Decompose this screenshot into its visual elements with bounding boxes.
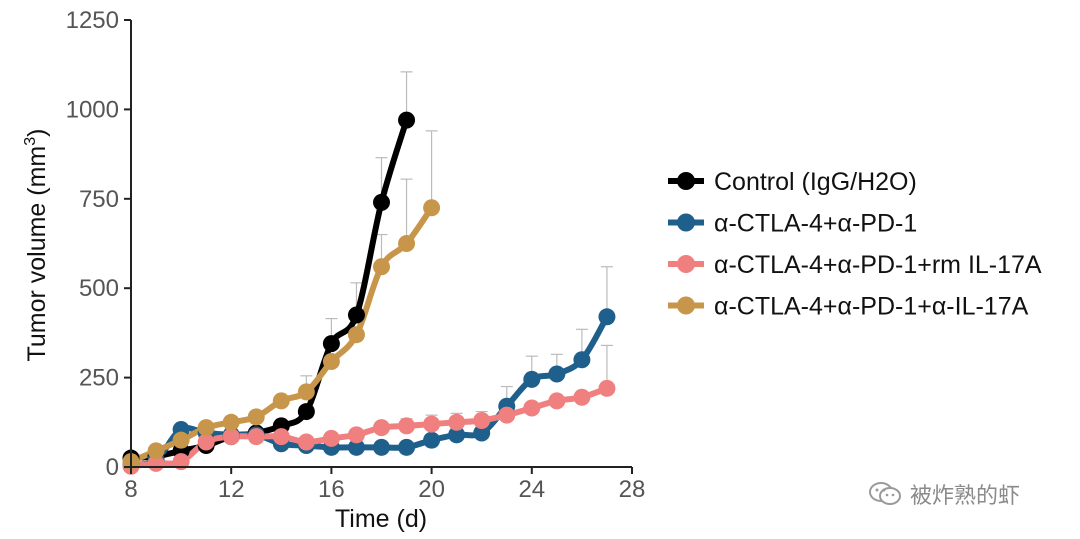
data-point — [573, 388, 591, 406]
data-point — [448, 426, 466, 444]
data-point — [247, 428, 265, 446]
data-point — [473, 412, 491, 430]
data-point — [373, 193, 390, 211]
data-point — [222, 413, 240, 431]
data-point — [573, 351, 591, 369]
data-point — [448, 413, 466, 431]
data-point — [523, 399, 541, 417]
data-point — [548, 392, 566, 410]
data-point — [347, 426, 365, 444]
legend-marker — [677, 296, 695, 315]
data-point — [197, 433, 215, 451]
legend: Control (IgG/H2O) α-CTLA-4+α-PD-1 α-CTLA-4… — [668, 168, 1042, 321]
y-tick-label: 750 — [79, 186, 119, 213]
data-point — [297, 383, 315, 401]
y-tick-label: 0 — [106, 454, 119, 481]
data-point — [373, 258, 390, 276]
y-tick-label: 500 — [79, 275, 119, 302]
x-tick-label: 12 — [218, 476, 245, 503]
data-point — [523, 370, 541, 388]
data-point — [423, 415, 441, 433]
y-axis-title: Tumor volume (mm3) — [22, 129, 51, 362]
wechat-icon — [869, 482, 901, 505]
data-point — [172, 431, 190, 449]
y-axis-title-close: ) — [23, 129, 51, 137]
legend-label: Control (IgG/H2O) — [714, 168, 917, 196]
x-tick-label: 20 — [418, 476, 445, 503]
data-point — [548, 365, 566, 383]
y-tick-label: 1000 — [66, 96, 119, 123]
legend-marker — [677, 255, 695, 273]
data-point — [322, 429, 340, 447]
x-ticks: 8 12 16 20 24 28 — [124, 467, 645, 503]
data-point — [172, 453, 190, 471]
data-point — [498, 406, 516, 424]
legend-label: α-CTLA-4+α-PD-1 — [714, 210, 917, 238]
x-tick-label: 8 — [124, 476, 137, 503]
legend-marker — [677, 172, 695, 190]
data-point — [272, 392, 290, 410]
data-point — [222, 428, 240, 446]
data-point — [347, 306, 365, 324]
y-ticks: 0 250 500 750 1000 1250 — [66, 7, 131, 481]
data-point — [197, 419, 215, 437]
data-point — [322, 335, 340, 353]
data-point — [598, 308, 616, 326]
data-point — [398, 111, 416, 129]
watermark: 被炸熟的虾 — [868, 478, 1020, 510]
x-tick-label: 24 — [518, 476, 545, 503]
y-axis-title-main: Tumor volume (mm — [23, 146, 51, 362]
data-point — [373, 419, 390, 437]
data-point — [598, 379, 616, 397]
y-tick-label: 250 — [79, 365, 119, 392]
data-point — [247, 408, 265, 426]
data-point — [398, 438, 416, 456]
x-tick-label: 16 — [318, 476, 345, 503]
y-tick-label: 1250 — [66, 7, 119, 34]
data-point — [423, 431, 441, 449]
legend-label: α-CTLA-4+α-PD-1+α-IL-17A — [714, 293, 1029, 321]
data-point — [373, 438, 390, 456]
y-axis-title-sup: 3 — [22, 137, 39, 146]
data-point — [347, 326, 365, 344]
data-point — [322, 353, 340, 371]
x-axis-title: Time (d) — [335, 505, 427, 533]
data-point — [272, 428, 290, 446]
data-point — [297, 433, 315, 451]
data-point — [398, 417, 416, 435]
data-point — [473, 424, 491, 442]
data-point — [297, 403, 315, 421]
legend-label: α-CTLA-4+α-PD-1+rm IL-17A — [714, 251, 1042, 279]
watermark-text: 被炸熟的虾 — [910, 484, 1021, 509]
data-point — [147, 442, 165, 460]
legend-marker — [677, 213, 695, 232]
data-point — [398, 235, 416, 252]
data-point — [423, 199, 441, 217]
data-point — [347, 438, 365, 456]
x-tick-label: 28 — [619, 476, 646, 503]
